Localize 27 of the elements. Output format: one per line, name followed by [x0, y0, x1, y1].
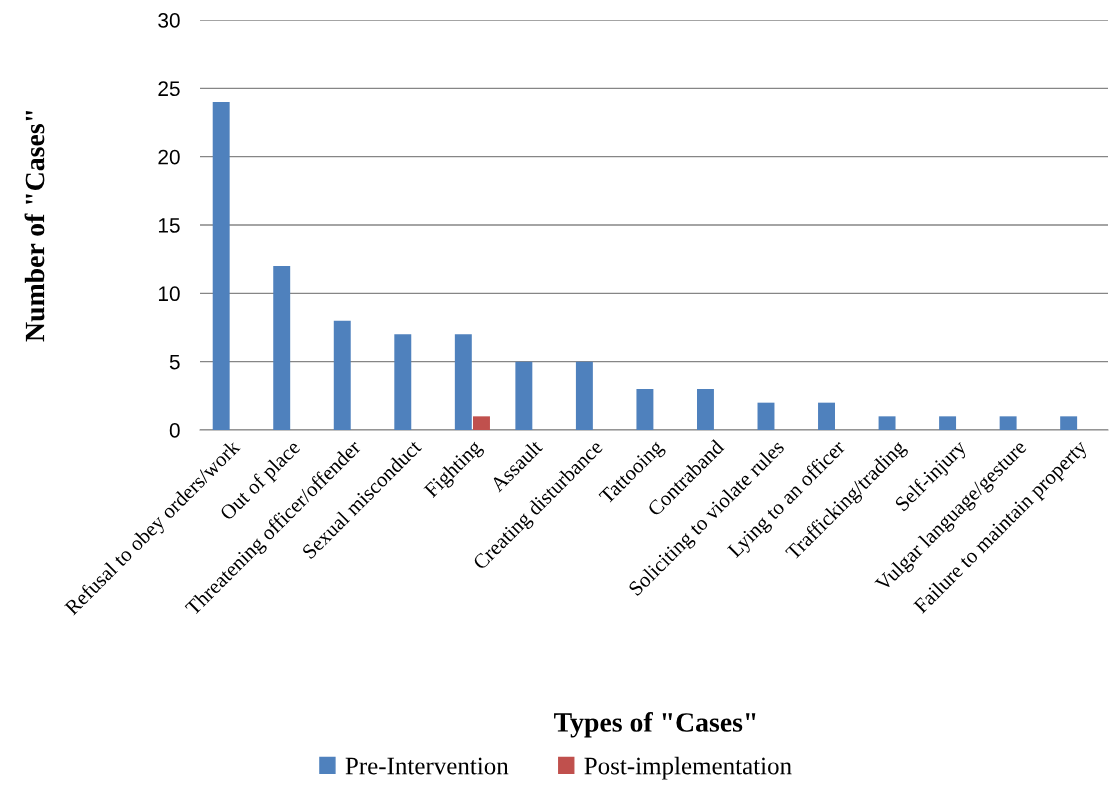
bar	[575, 361, 593, 430]
y-tick-label: 10	[158, 286, 180, 302]
bar	[1060, 416, 1078, 430]
bar	[878, 416, 896, 430]
bar	[818, 402, 835, 430]
y-tick-label: 0	[169, 423, 180, 438]
bar	[696, 389, 714, 430]
y-tick-label: 15	[158, 218, 180, 233]
bar	[212, 102, 230, 430]
bar	[757, 402, 775, 430]
bar	[394, 334, 412, 430]
x-axis-title: Types of "Cases"	[554, 712, 756, 738]
bar	[515, 361, 533, 430]
bar	[636, 389, 654, 430]
legend-label: Post-implementation	[584, 756, 792, 780]
bar	[999, 416, 1017, 430]
y-tick-label: 5	[169, 354, 180, 370]
bar	[333, 320, 351, 430]
legend-label: Pre-Intervention	[345, 757, 509, 775]
y-tick-label: 30	[158, 13, 180, 28]
y-tick-label: 25	[158, 81, 180, 97]
y-tick-label: 20	[158, 149, 180, 165]
bar	[473, 416, 490, 430]
y-axis-title: Number of "Cases"	[24, 111, 45, 342]
bar	[454, 334, 472, 430]
bar	[273, 266, 291, 430]
bar	[939, 416, 957, 430]
